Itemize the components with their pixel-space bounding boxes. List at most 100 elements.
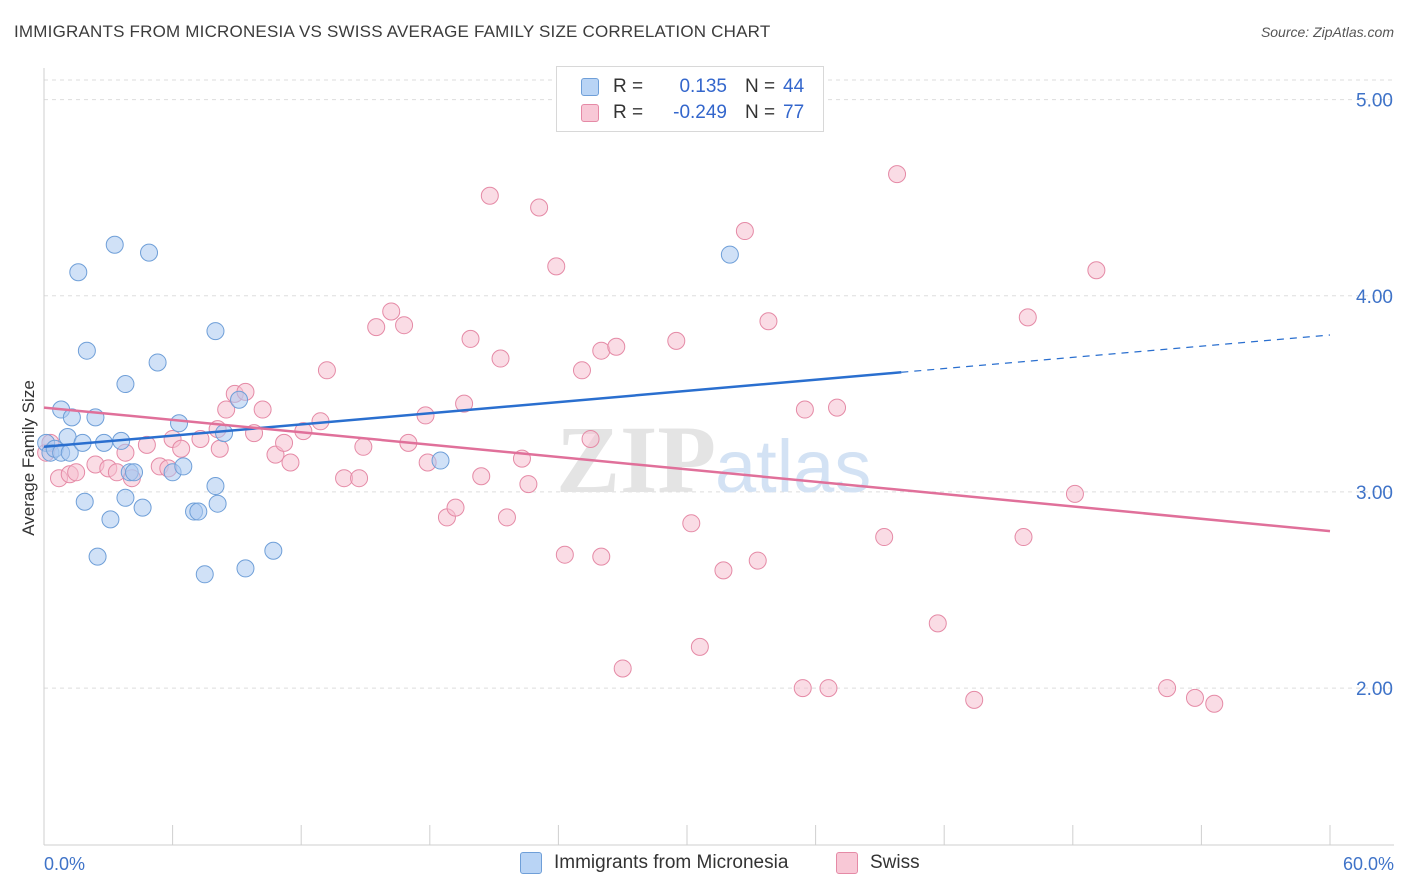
micronesia-point	[75, 492, 94, 511]
swiss-points	[37, 165, 1224, 713]
swiss-point	[555, 545, 574, 564]
swiss-point	[455, 394, 474, 413]
micronesia-point	[206, 477, 225, 496]
micronesia-point	[148, 353, 167, 372]
swiss-point	[317, 361, 336, 380]
swiss-point	[461, 329, 480, 348]
legend-r-value: 0.135	[679, 76, 727, 97]
legend-swatch-micronesia	[581, 78, 599, 96]
y-axis-title: Average Family Size	[19, 380, 38, 536]
legend-row-swiss: R = -0.249 N = 77	[581, 100, 804, 126]
swiss-point	[137, 435, 156, 454]
swiss-point	[480, 186, 499, 205]
y-tick-label: 4.00	[1356, 287, 1393, 308]
swiss-point	[472, 467, 491, 486]
series-label-swiss: Swiss	[870, 852, 920, 873]
legend-n-label: N =	[745, 102, 776, 123]
swiss-point	[1087, 261, 1106, 280]
axes: 2.00 3.00 4.00 5.00	[43, 68, 1394, 846]
swiss-point	[497, 508, 516, 527]
micronesia-point	[62, 408, 81, 427]
legend-r-label: R =	[613, 102, 644, 123]
series-legend-swiss: Swiss	[836, 852, 920, 874]
swiss-point	[735, 222, 754, 241]
micronesia-point	[189, 502, 208, 521]
swiss-point	[1018, 308, 1037, 327]
swiss-point	[793, 679, 812, 698]
micronesia-point	[88, 547, 107, 566]
micronesia-point	[720, 245, 739, 264]
swiss-point	[1185, 688, 1204, 707]
swiss-point	[446, 498, 465, 517]
micronesia-point	[133, 498, 152, 517]
swiss-point	[530, 198, 549, 217]
micronesia-point	[174, 457, 193, 476]
micronesia-point	[208, 494, 227, 513]
y-tick-label: 3.00	[1356, 483, 1393, 504]
swiss-point	[395, 316, 414, 335]
series-legend-micronesia: Immigrants from Micronesia	[520, 852, 788, 874]
swiss-point	[416, 406, 435, 425]
swiss-point	[350, 469, 369, 488]
swiss-point	[217, 400, 236, 419]
swiss-point	[965, 690, 984, 709]
micronesia-point	[215, 424, 234, 443]
swiss-point	[714, 561, 733, 580]
swiss-point	[519, 475, 538, 494]
micronesia-point	[69, 263, 88, 282]
swiss-point	[253, 400, 272, 419]
micronesia-points	[37, 235, 739, 584]
micronesia-point	[116, 488, 135, 507]
swiss-point	[281, 453, 300, 472]
y-tick-label: 5.00	[1356, 91, 1393, 112]
swiss-point	[172, 439, 191, 458]
swiss-point	[210, 439, 229, 458]
source-credit: Source: ZipAtlas.com	[1260, 24, 1394, 40]
swiss-point	[367, 318, 386, 337]
x-tick-label-min: 0.0%	[44, 854, 85, 874]
swiss-point	[759, 312, 778, 331]
x-tick-label-max: 60.0%	[1343, 854, 1394, 874]
swiss-point	[795, 400, 814, 419]
swiss-point	[275, 433, 294, 452]
swiss-point	[67, 463, 86, 482]
micronesia-point	[236, 559, 255, 578]
swiss-point	[667, 331, 686, 350]
micronesia-point	[230, 390, 249, 409]
micronesia-point	[105, 235, 124, 254]
legend-swatch-swiss	[581, 104, 599, 122]
legend-n-label: N =	[745, 76, 776, 97]
series-swatch-swiss	[836, 852, 858, 874]
y-tick-label: 2.00	[1356, 679, 1393, 700]
swiss-point	[1065, 484, 1084, 503]
swiss-point	[491, 349, 510, 368]
swiss-point	[613, 659, 632, 678]
legend-r-label: R =	[613, 76, 644, 97]
micronesia-point	[195, 565, 214, 584]
micronesia-point	[170, 414, 189, 433]
swiss-point	[572, 361, 591, 380]
legend-n-value: 44	[783, 76, 805, 97]
micronesia-point	[431, 451, 450, 470]
micronesia-point	[264, 541, 283, 560]
swiss-point	[819, 679, 838, 698]
trend-lines	[43, 334, 1331, 533]
swiss-point	[335, 469, 354, 488]
micronesia-point	[206, 322, 225, 341]
chart-title: IMMIGRANTS FROM MICRONESIA VS SWISS AVER…	[14, 22, 771, 41]
swiss-point	[592, 547, 611, 566]
swiss-point	[607, 337, 626, 356]
legend-n-value: 77	[783, 102, 805, 123]
series-label-micronesia: Immigrants from Micronesia	[554, 852, 789, 873]
micronesia-point	[58, 428, 77, 446]
series-legend: Immigrants from Micronesia Swiss	[0, 852, 1406, 878]
swiss-point	[748, 551, 767, 570]
series-swatch-micronesia	[520, 852, 542, 874]
swiss-trend-line	[43, 406, 1331, 533]
swiss-point	[690, 637, 709, 656]
swiss-point	[592, 341, 611, 360]
micronesia-trend-extension	[901, 334, 1331, 373]
swiss-point	[828, 398, 847, 417]
swiss-point	[888, 165, 907, 184]
micronesia-point	[77, 341, 96, 360]
